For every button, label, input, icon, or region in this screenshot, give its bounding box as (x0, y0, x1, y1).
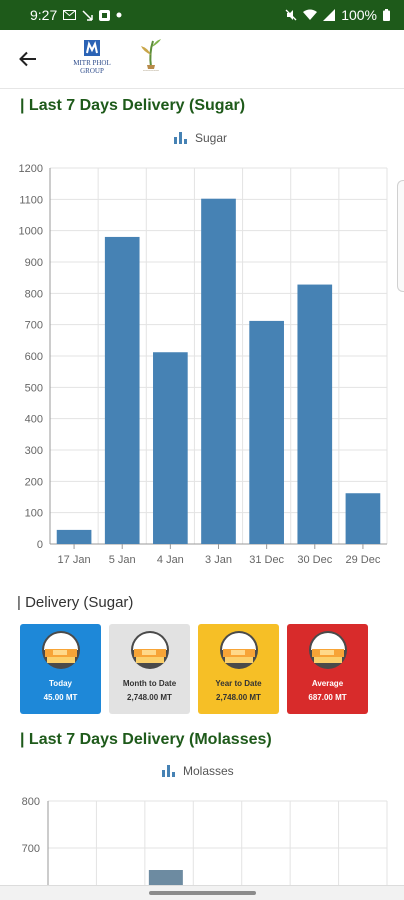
molasses-bar (148, 870, 183, 886)
home-gesture-handle[interactable] (149, 891, 256, 895)
mute-icon (285, 9, 297, 21)
delivery-truck-icon (217, 630, 261, 675)
x-tick-label: 4 Jan (157, 554, 184, 566)
x-tick-label: 31 Dec (249, 554, 284, 566)
card-average[interactable]: Average 687.00 MT (287, 624, 368, 714)
y-tick-label: 800 (25, 288, 43, 300)
x-tick-label: 3 Jan (205, 554, 232, 566)
mitr-logo-text: MITR PHOL (73, 59, 111, 67)
x-tick-label: 17 Jan (58, 554, 91, 566)
back-button[interactable] (14, 45, 42, 73)
y-tick-label: 1200 (19, 163, 43, 175)
card-month-to-date-label: Month to Date (122, 679, 177, 688)
sugarcane-logo-caption: ~~~~~~ (142, 69, 160, 74)
card-today-value: 45.00 MT (43, 693, 78, 702)
y-tick-label: 700 (25, 320, 43, 332)
email-icon (63, 10, 77, 20)
delivery-section-title: | Delivery (Sugar) (17, 594, 134, 611)
x-tick-label: 29 Dec (345, 554, 380, 566)
x-tick-label: 5 Jan (109, 554, 136, 566)
status-time: 9:27 (30, 7, 58, 23)
y-tick-label: 700 (22, 843, 40, 855)
x-tick-label: 30 Dec (297, 554, 332, 566)
sugar-bar (104, 236, 140, 544)
card-average-value: 687.00 MT (308, 693, 347, 702)
sugar-legend[interactable]: Sugar (174, 131, 227, 145)
y-tick-label: 300 (25, 445, 43, 457)
card-year-to-date[interactable]: Year to Date 2,748.00 MT (198, 624, 279, 714)
arrow-left-icon (19, 51, 36, 67)
molasses-chart-title: | Last 7 Days Delivery (Molasses) (20, 731, 272, 748)
navigation-bar (0, 885, 404, 900)
status-bar: 9:27 100% (0, 0, 404, 30)
y-tick-label: 100 (25, 508, 43, 520)
y-tick-label: 1000 (19, 226, 43, 238)
sugar-chart-title: | Last 7 Days Delivery (Sugar) (20, 97, 246, 114)
side-panel-handle[interactable] (397, 180, 404, 292)
card-today-label: Today (49, 679, 72, 688)
battery-percent: 100% (341, 7, 377, 23)
card-year-to-date-value: 2,748.00 MT (216, 693, 261, 702)
molasses-bar-chart: 800 700 (22, 796, 388, 886)
app-notification-icon (99, 9, 111, 21)
dot-icon (116, 12, 122, 18)
sugar-bar (153, 352, 188, 544)
sugar-bar (56, 529, 92, 544)
y-tick-label: 500 (25, 382, 43, 394)
mitr-phol-logo: MITR PHOL GROUP (68, 39, 116, 79)
card-year-to-date-label: Year to Date (215, 679, 262, 688)
missed-call-icon (82, 9, 93, 21)
delivery-truck-icon (128, 630, 172, 675)
delivery-cards: Today 45.00 MT Month to Date 2,748.00 MT… (20, 624, 368, 714)
bar-chart-icon (174, 132, 187, 144)
sugar-bar-chart: 0 100 200 300 400 500 600 700 800 900 1000 1100 1200… (19, 163, 388, 566)
bar-chart-icon (162, 765, 175, 777)
y-tick-label: 1100 (19, 194, 43, 206)
y-tick-label: 800 (22, 796, 40, 808)
sugar-legend-label: Sugar (195, 131, 228, 145)
signal-icon (323, 9, 336, 21)
y-tick-label: 0 (37, 539, 43, 551)
delivery-truck-icon (39, 630, 83, 675)
molasses-legend-label: Molasses (183, 764, 234, 778)
wifi-icon (303, 9, 318, 21)
card-average-label: Average (311, 679, 344, 688)
card-today[interactable]: Today 45.00 MT (20, 624, 101, 714)
sugar-bar (297, 284, 333, 544)
y-tick-label: 600 (25, 351, 43, 363)
battery-icon (383, 9, 390, 21)
y-tick-label: 200 (25, 476, 43, 488)
y-tick-label: 900 (25, 257, 43, 269)
card-month-to-date[interactable]: Month to Date 2,748.00 MT (109, 624, 190, 714)
mitr-logo-subtext: GROUP (80, 67, 104, 75)
card-month-to-date-value: 2,748.00 MT (127, 693, 172, 702)
sugar-bar (201, 198, 236, 544)
app-bar: MITR PHOL GROUP ~~~~~~ (0, 30, 404, 89)
molasses-legend[interactable]: Molasses (162, 764, 234, 778)
sugar-bar (345, 493, 381, 544)
y-tick-label: 400 (25, 414, 43, 426)
delivery-truck-icon (306, 630, 350, 675)
sugarcane-logo: ~~~~~~ (122, 37, 180, 81)
sugar-bar (249, 320, 284, 544)
